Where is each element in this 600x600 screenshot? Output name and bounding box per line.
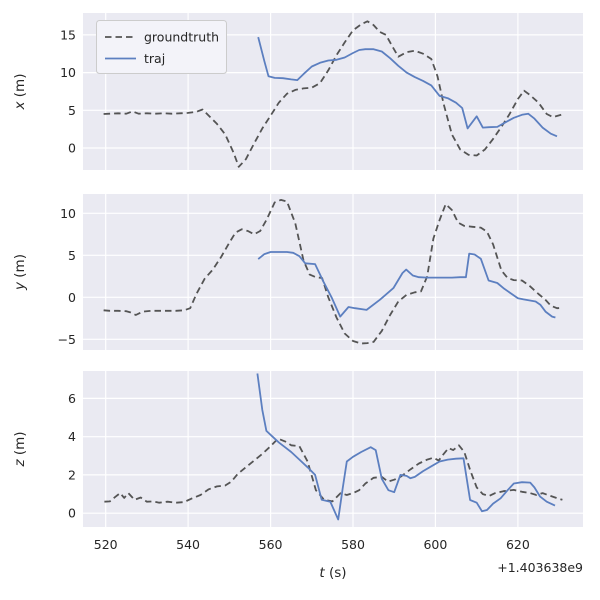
x-tick-label: 600 (423, 537, 447, 552)
x-tick-label: 560 (259, 537, 283, 552)
legend: groundtruth traj (96, 20, 227, 74)
x-tick-label: 580 (341, 537, 365, 552)
y-tick-label: 0 (68, 506, 76, 521)
y-tick-label: 4 (68, 429, 76, 444)
legend-label-traj: traj (144, 51, 165, 66)
x-tick-label: 520 (94, 537, 118, 552)
y-tick-label: 10 (60, 206, 76, 221)
y-tick-label: 10 (60, 65, 76, 80)
y-tick-label: 2 (68, 467, 76, 482)
y-axis-label: y (m) (12, 254, 28, 291)
x-tick-label: 540 (176, 537, 200, 552)
y-axis-label: x (m) (12, 74, 28, 111)
plot-background (83, 371, 583, 527)
groundtruth-line-x (103, 20, 562, 168)
y-tick-label: 6 (68, 391, 76, 406)
groundtruth-line-y (103, 199, 563, 345)
y-tick-label: 15 (60, 27, 76, 42)
y-tick-label: −5 (58, 332, 76, 347)
legend-label-groundtruth: groundtruth (144, 30, 219, 45)
y-tick-label: 0 (68, 290, 76, 305)
groundtruth-line-z (104, 437, 563, 504)
y-axis-label: z (m) (12, 431, 28, 467)
y-tick-label: 0 (68, 141, 76, 156)
x-axis-offset-text: +1.403638e9 (497, 560, 583, 575)
z-subplot: 0 2 4 6 520 540 560 580 600 620 z (m) (12, 371, 583, 552)
plot-background (83, 194, 583, 350)
traj-line-y (257, 251, 556, 319)
x-tick-label: 620 (506, 537, 530, 552)
traj-line-x (257, 36, 558, 138)
y-subplot: −5 0 5 10 y (m) (12, 194, 583, 350)
legend-frame (96, 20, 227, 74)
x-axis-label: t (s) (319, 565, 346, 581)
y-tick-label: 5 (68, 248, 76, 263)
traj-line-z (256, 373, 556, 521)
y-tick-label: 5 (68, 103, 76, 118)
